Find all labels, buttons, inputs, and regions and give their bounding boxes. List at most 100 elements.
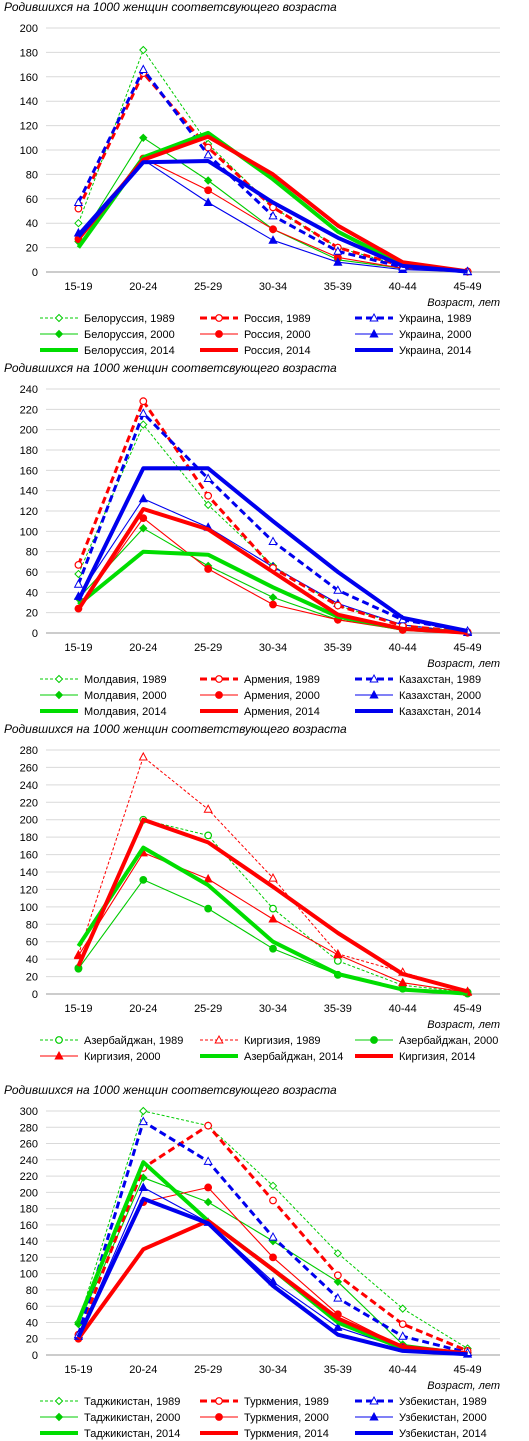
series-line: [74, 875, 472, 998]
data-point: [333, 1271, 342, 1280]
data-point: [333, 257, 343, 266]
data-point: [398, 1304, 407, 1313]
x-tick-label: 15-19: [64, 642, 92, 654]
data-point: [215, 314, 223, 322]
data-point: [74, 204, 83, 213]
x-tick-label: 20-24: [129, 642, 157, 654]
data-point: [203, 1197, 213, 1207]
data-point: [203, 873, 213, 883]
y-tick-label: 100: [20, 145, 38, 157]
data-point: [269, 944, 277, 953]
legend-label: Молдавия, 2014: [84, 706, 167, 718]
data-point: [398, 1331, 408, 1340]
data-point: [54, 1050, 64, 1060]
legend-entry: Таджикистан, 2000: [40, 1412, 180, 1424]
data-point: [269, 600, 277, 609]
x-tick-label: 25-29: [194, 281, 222, 293]
y-tick-label: 180: [20, 1204, 38, 1216]
chart-panel-3: Родившихся на 1000 женщин соответствующе…: [0, 722, 529, 1082]
series-path: [77, 1110, 468, 1349]
x-tick-label: 20-24: [129, 281, 157, 293]
y-tick-label: 140: [20, 486, 38, 498]
data-point: [369, 1411, 379, 1421]
data-point: [139, 1106, 148, 1116]
data-point: [54, 1412, 64, 1422]
data-point: [268, 914, 278, 923]
data-point: [268, 1181, 278, 1191]
data-point: [333, 1293, 343, 1302]
data-point: [204, 831, 213, 840]
legend-label: Азербайджан, 2000: [399, 1035, 498, 1047]
data-point: [74, 964, 83, 973]
x-tick-label: 35-39: [324, 281, 352, 293]
legend-label: Молдавия, 1989: [84, 674, 167, 686]
data-point: [370, 1036, 378, 1044]
legend-entry: Азербайджан, 1989: [40, 1035, 183, 1047]
y-tick-label: 140: [20, 1236, 38, 1248]
legend-entry: Украина, 2000: [355, 328, 471, 341]
data-point: [139, 45, 148, 55]
data-point: [215, 1413, 223, 1421]
y-tick-label: 180: [20, 832, 38, 844]
legend-label: Украина, 1989: [399, 313, 471, 325]
x-tick-label: 45-49: [454, 642, 482, 654]
series-line: [76, 134, 468, 274]
chart-panel-2: Родившихся на 1000 женщин соответсвующег…: [0, 361, 529, 721]
series-path: [76, 1218, 468, 1356]
legend-entry: Россия, 2000: [200, 329, 311, 341]
legend-entry: Казахстан, 2014: [355, 706, 481, 718]
data-point: [204, 904, 213, 913]
y-tick-label: 220: [20, 1171, 38, 1183]
data-point: [333, 1277, 343, 1287]
y-tick-label: 40: [26, 218, 38, 230]
data-point: [203, 1156, 213, 1165]
y-tick-label: 20: [26, 243, 38, 255]
legend-label: Россия, 1989: [244, 313, 311, 325]
x-axis-title: Возраст, лет: [427, 1019, 500, 1031]
x-tick-label: 35-39: [324, 642, 352, 654]
y-tick-label: 220: [20, 404, 38, 416]
data-point: [215, 1397, 223, 1405]
x-tick-label: 20-24: [129, 1364, 157, 1376]
data-point: [268, 210, 278, 220]
series-path: [76, 466, 468, 633]
x-axis-title: Возраст, лет: [427, 658, 500, 670]
legend-entry: Армения, 2000: [200, 690, 320, 702]
legend-label: Армения, 2000: [244, 690, 320, 702]
data-point: [73, 197, 84, 206]
chart-panel-1: Родившихся на 1000 женщин соответсвующег…: [0, 0, 529, 360]
data-point: [54, 1396, 64, 1406]
line-chart: 0 20 40 60 80 100 120 140 160 180 200 220 240 15-19 20…: [20, 384, 500, 718]
data-point: [138, 1116, 148, 1126]
data-point: [139, 875, 148, 884]
legend-entry: Киргизия, 2000: [40, 1050, 161, 1063]
data-point: [203, 149, 213, 159]
legend-entry: Молдавия, 1989: [40, 674, 167, 686]
x-tick-label: 45-49: [454, 281, 482, 293]
chart-panel-4: Родившихся на 1000 женщин соответсвующег…: [0, 1083, 529, 1441]
x-tick-label: 25-29: [194, 1364, 222, 1376]
data-point: [333, 601, 342, 610]
legend-label: Киргизия, 1989: [244, 1035, 321, 1047]
x-axis-title: Возраст, лет: [427, 1380, 500, 1392]
legend-label: Казахстан, 2014: [399, 706, 481, 718]
series-line: [74, 1106, 472, 1353]
x-tick-label: 40-44: [389, 1003, 417, 1015]
legend-label: Туркмения, 2000: [244, 1412, 329, 1424]
legend-entry: Узбекистан, 2000: [355, 1411, 487, 1424]
y-tick-label: 100: [20, 1269, 38, 1281]
data-point: [74, 560, 83, 569]
series-path: [76, 817, 469, 994]
data-point: [333, 949, 343, 959]
data-point: [139, 133, 148, 143]
y-tick-label: 40: [26, 954, 38, 966]
y-tick-label: 60: [26, 194, 38, 206]
series-line: [76, 817, 469, 994]
x-tick-label: 45-49: [454, 1003, 482, 1015]
data-point: [54, 690, 64, 700]
y-tick-label: 40: [26, 587, 38, 599]
y-tick-label: 0: [32, 628, 38, 640]
legend-label: Узбекистан, 1989: [399, 1396, 487, 1408]
x-tick-label: 30-34: [259, 281, 287, 293]
legend-entry: Молдавия, 2014: [40, 706, 167, 718]
